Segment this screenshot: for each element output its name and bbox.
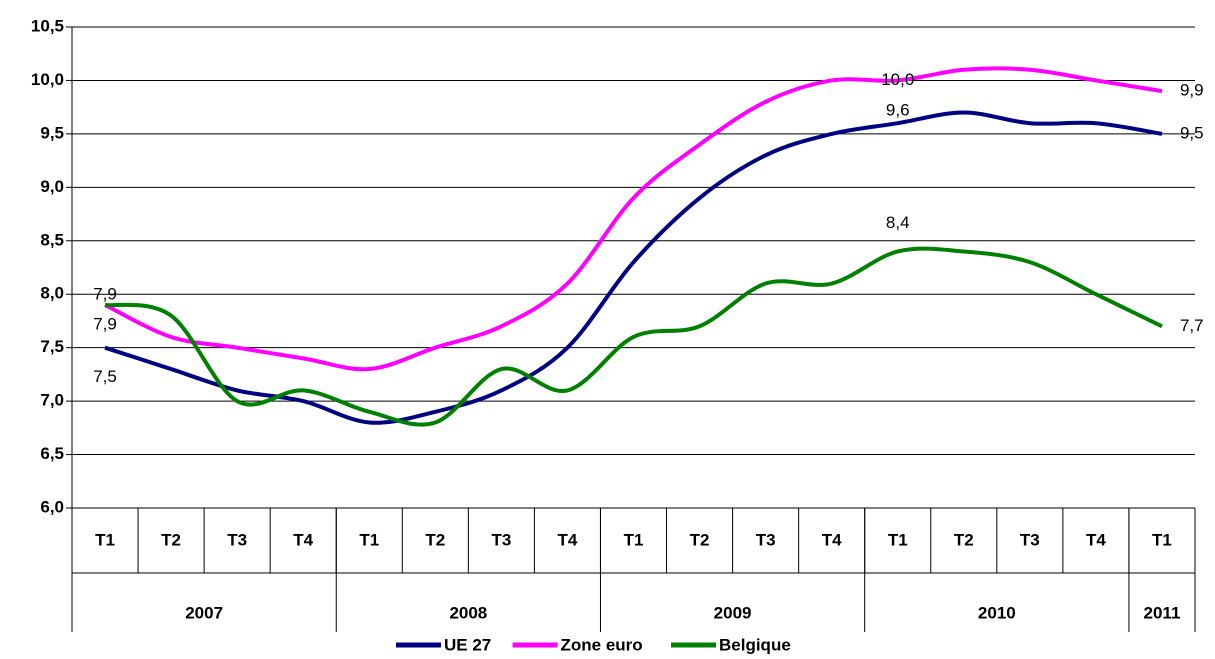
- x-tick-label: T2: [425, 530, 445, 549]
- data-label: 7,9: [93, 314, 117, 333]
- data-label: 7,7: [1180, 316, 1204, 335]
- x-tick-label: T4: [293, 530, 313, 549]
- x-tick-label: T1: [1152, 530, 1172, 549]
- year-label: 2008: [449, 603, 487, 622]
- data-label: 8,4: [886, 213, 910, 232]
- legend-label: UE 27: [444, 635, 491, 654]
- x-tick-label: T3: [491, 530, 511, 549]
- year-label: 2011: [1144, 603, 1181, 622]
- y-tick-label: 6,5: [40, 444, 64, 463]
- series-line: [104, 110, 1163, 425]
- y-tick-label: 8,5: [40, 230, 64, 249]
- y-tick-label: 7,0: [40, 391, 64, 410]
- y-tick-label: 8,0: [40, 284, 64, 303]
- y-tick-label: 6,0: [40, 497, 64, 516]
- data-label: 9,6: [886, 101, 910, 120]
- x-tick-label: T3: [1020, 530, 1040, 549]
- y-tick-label: 10,0: [31, 70, 64, 89]
- y-tick-label: 10,5: [31, 16, 64, 35]
- y-tick-label: 7,5: [40, 337, 64, 356]
- year-label: 2009: [714, 603, 752, 622]
- y-tick-label: 9,0: [40, 177, 64, 196]
- x-tick-label: T3: [227, 530, 247, 549]
- data-label: 7,5: [93, 367, 117, 386]
- x-tick-label: T1: [95, 530, 115, 549]
- data-label: 7,9: [93, 284, 117, 303]
- data-label: 9,5: [1180, 123, 1204, 142]
- year-label: 2010: [978, 603, 1016, 622]
- data-label: 9,9: [1180, 81, 1204, 100]
- x-tick-label: T1: [888, 530, 908, 549]
- series-line: [104, 66, 1163, 372]
- x-tick-label: T4: [558, 530, 578, 549]
- x-tick-label: T2: [690, 530, 710, 549]
- x-tick-label: T3: [756, 530, 776, 549]
- x-tick-label: T2: [161, 530, 181, 549]
- year-label: 2007: [185, 603, 223, 622]
- legend-label: Zone euro: [561, 635, 643, 654]
- legend-label: Belgique: [719, 635, 791, 654]
- data-label: 10,0: [881, 70, 914, 89]
- series-line: [104, 246, 1163, 427]
- x-tick-label: T4: [1086, 530, 1106, 549]
- x-tick-label: T1: [359, 530, 379, 549]
- y-tick-label: 9,5: [40, 123, 64, 142]
- x-tick-label: T1: [624, 530, 644, 549]
- x-tick-label: T2: [954, 530, 974, 549]
- x-tick-label: T4: [822, 530, 842, 549]
